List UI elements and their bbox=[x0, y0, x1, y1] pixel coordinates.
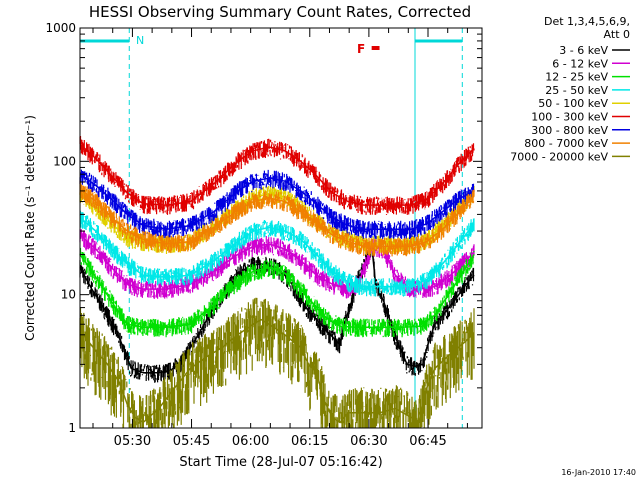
x-tick-label-3: 06:15 bbox=[291, 434, 328, 449]
legend-label-7: 800 - 7000 keV bbox=[524, 137, 608, 150]
y-tick-label-1: 10 bbox=[61, 288, 76, 302]
legend-label-0: 3 - 6 keV bbox=[559, 44, 608, 57]
y-tick-label-0: 1 bbox=[68, 421, 76, 435]
legend-entry-5: 100 - 300 keV bbox=[531, 111, 630, 124]
legend-title-line-1: Det 1,3,4,5,6,9, bbox=[544, 15, 630, 28]
legend-label-2: 12 - 25 keV bbox=[545, 71, 608, 84]
legend-label-1: 6 - 12 keV bbox=[552, 57, 608, 70]
legend-entry-7: 800 - 7000 keV bbox=[524, 137, 630, 150]
legend-entry-1: 6 - 12 keV bbox=[552, 57, 630, 70]
legend-entry-2: 12 - 25 keV bbox=[545, 71, 630, 84]
x-tick-label-4: 06:30 bbox=[350, 434, 387, 449]
legend-label-5: 100 - 300 keV bbox=[531, 111, 608, 124]
n-label: N bbox=[136, 34, 144, 47]
legend-entry-6: 300 - 800 keV bbox=[531, 124, 630, 137]
legend-entry-0: 3 - 6 keV bbox=[559, 44, 630, 57]
series-2-line bbox=[79, 247, 475, 338]
series-7-line bbox=[79, 180, 475, 257]
x-tick-label-5: 06:45 bbox=[409, 434, 446, 449]
legend-label-6: 300 - 800 keV bbox=[531, 124, 608, 137]
y-axis-label: Corrected Count Rate (s⁻¹ detector⁻¹) bbox=[23, 115, 37, 341]
plot-frame bbox=[79, 27, 483, 429]
legend-label-8: 7000 - 20000 keV bbox=[510, 150, 608, 163]
series-layer bbox=[79, 136, 475, 428]
legend-entry-8: 7000 - 20000 keV bbox=[510, 150, 630, 163]
axis-ticks bbox=[80, 28, 482, 429]
x-tick-label-1: 05:45 bbox=[173, 434, 210, 449]
tick-labels: 1 10 100 1000 05:30 05:45 06:00 06:15 06:30 06:45 bbox=[45, 21, 446, 449]
x-axis-label: Start Time (28-Jul-07 05:16:42) bbox=[179, 455, 382, 470]
legend-entry-4: 50 - 100 keV bbox=[538, 97, 630, 110]
timestamp: 16-Jan-2010 17:40 bbox=[561, 468, 636, 477]
legend-label-4: 50 - 100 keV bbox=[538, 97, 608, 110]
chart-title: HESSI Observing Summary Count Rates, Cor… bbox=[89, 3, 471, 21]
y-tick-label-2: 100 bbox=[53, 154, 76, 168]
y-tick-label-3: 1000 bbox=[45, 21, 76, 35]
x-tick-label-0: 05:30 bbox=[114, 434, 151, 449]
legend-entry-3: 25 - 50 keV bbox=[545, 84, 630, 97]
legend-label-3: 25 - 50 keV bbox=[545, 84, 608, 97]
legend-title-line-2: Att 0 bbox=[604, 28, 630, 41]
f-label: F bbox=[357, 42, 365, 56]
x-tick-label-2: 06:00 bbox=[232, 434, 269, 449]
